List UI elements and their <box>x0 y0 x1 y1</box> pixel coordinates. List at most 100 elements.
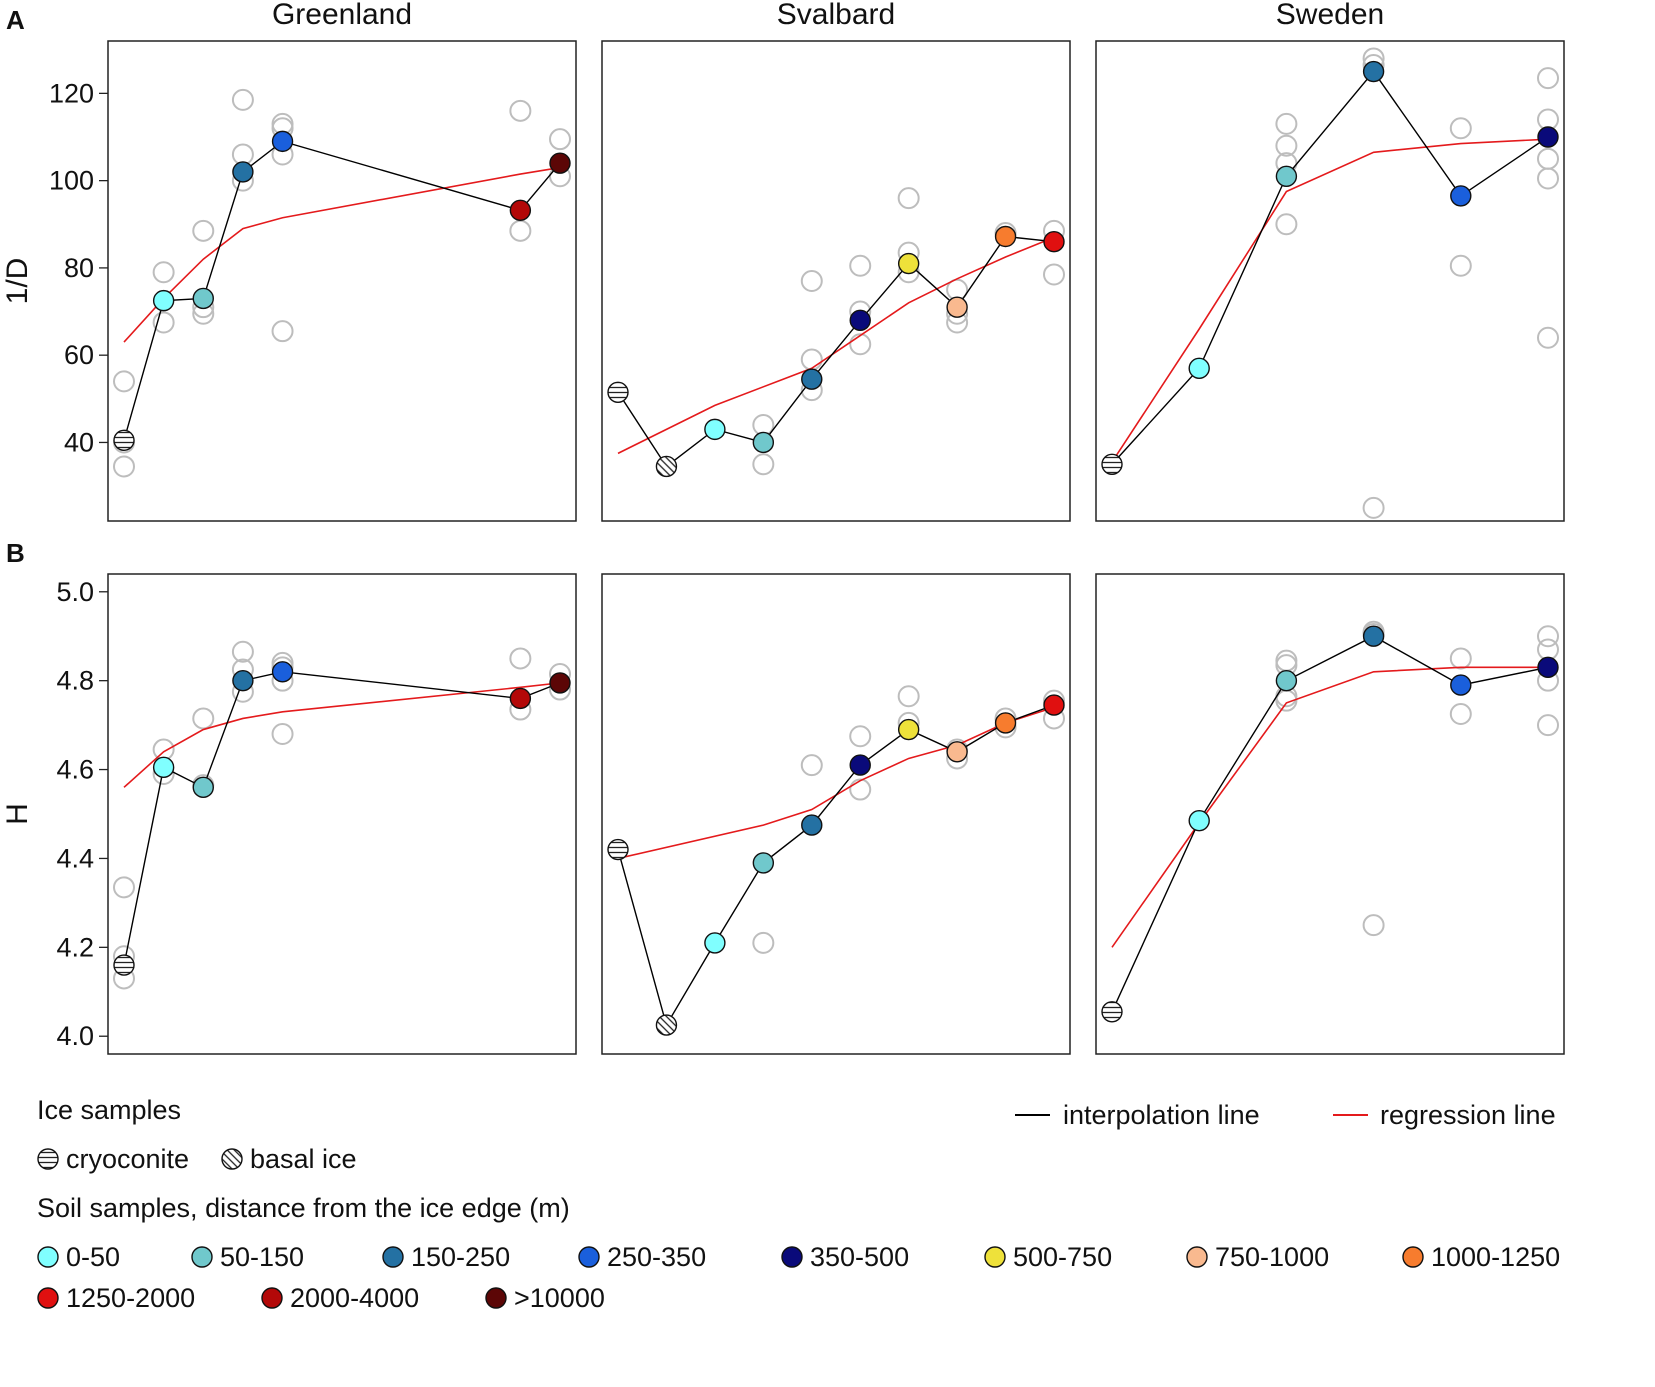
mean-point-150-250 <box>1362 60 1385 83</box>
mean-point-50-150 <box>752 431 775 454</box>
legend-soil-750-1000-swatch <box>1186 1246 1208 1268</box>
legend-soil-gt10000-label: >10000 <box>514 1283 605 1313</box>
mean-point-1000-1250 <box>994 225 1017 248</box>
mean-point-0-50 <box>704 418 726 441</box>
legend-soil-2000-4000-swatch <box>261 1287 283 1309</box>
mean-point-50-150 <box>752 852 775 874</box>
legend-soil-50-150-swatch <box>191 1246 213 1268</box>
mean-point-500-750 <box>897 252 920 275</box>
interpolation-line <box>123 671 561 966</box>
legend-regression-label: regression line <box>1380 1100 1556 1130</box>
replicate-point <box>1537 638 1559 661</box>
y-tick-label: 5.0 <box>56 577 94 607</box>
mean-point-1000-1250 <box>994 712 1017 734</box>
replicate-point <box>509 219 532 242</box>
column-title-greenland: Greenland <box>272 0 412 31</box>
replicate-point <box>1449 647 1472 670</box>
replicate-point <box>192 707 215 730</box>
replicate-point <box>1275 213 1298 236</box>
mean-point-150-250 <box>232 669 254 692</box>
replicate-point <box>849 333 872 356</box>
replicate-point <box>1537 326 1559 349</box>
mean-point-250-350 <box>271 130 294 153</box>
replicate-point <box>849 778 872 801</box>
mean-point-0-50 <box>1188 357 1210 379</box>
panel-b-sweden <box>1095 573 1565 1055</box>
replicate-point <box>1362 496 1385 519</box>
interpolation-line <box>1111 635 1549 1013</box>
interpolation-line <box>123 140 561 441</box>
replicate-point <box>113 876 135 899</box>
y-axis-label-h: H <box>1 803 34 825</box>
mean-point-cryoconite <box>607 381 629 403</box>
regression-line <box>123 166 561 343</box>
replicate-point <box>1275 649 1298 672</box>
replicate-point <box>1449 254 1472 277</box>
replicate-point <box>152 738 175 761</box>
legend-soil-title: Soil samples, distance from the ice edge… <box>37 1193 570 1223</box>
replicate-point <box>897 685 920 708</box>
replicate-point <box>800 754 823 777</box>
replicate-point <box>1275 134 1298 157</box>
replicate-point <box>849 254 872 277</box>
mean-point-250-350 <box>1450 185 1472 207</box>
y-tick-label: 120 <box>49 78 94 108</box>
replicate-point <box>1043 263 1065 286</box>
mean-point-350-500 <box>1537 656 1559 679</box>
replicate-point <box>152 311 175 334</box>
replicate-point <box>1275 112 1298 135</box>
interpolation-line <box>1111 70 1549 465</box>
mean-point-250-350 <box>271 661 294 683</box>
regression-line <box>617 236 1055 455</box>
mean-point-gt10000 <box>549 672 571 694</box>
replicate-point <box>1537 625 1559 648</box>
regression-line <box>1111 666 1548 948</box>
legend-soil-500-750-label: 500-750 <box>1013 1242 1112 1272</box>
replicate-point <box>509 647 532 670</box>
y-tick-label: 4.4 <box>56 843 94 873</box>
legend-basal-ice-label: basal ice <box>250 1144 357 1174</box>
mean-point-0-50 <box>1188 809 1210 832</box>
y-tick-label: 100 <box>49 166 94 196</box>
regression-line <box>617 706 1055 860</box>
legend-soil-1250-2000-swatch <box>37 1287 59 1309</box>
mean-point-150-250 <box>801 814 823 836</box>
mean-point-2000-4000 <box>509 199 532 222</box>
replicate-point <box>192 219 215 242</box>
mean-point-50-150 <box>1275 669 1298 692</box>
mean-point-cryoconite <box>607 838 629 861</box>
mean-point-750-1000 <box>946 741 968 763</box>
panel-frame <box>601 40 1071 522</box>
y-tick-label: 4.2 <box>56 932 94 962</box>
legend-soil-gt10000-swatch <box>485 1287 507 1309</box>
mean-point-500-750 <box>897 718 920 741</box>
replicate-point <box>1537 714 1559 737</box>
legend-soil-250-350-swatch <box>578 1246 600 1268</box>
mean-point-1250-2000 <box>1043 231 1065 253</box>
panel-frame <box>601 573 1071 1055</box>
panel-a-svalbard <box>601 40 1071 522</box>
legend-soil-750-1000-label: 750-1000 <box>1215 1242 1329 1272</box>
mean-point-250-350 <box>1450 674 1472 696</box>
legend-soil-150-250-swatch <box>382 1246 404 1268</box>
legend-interpolation-label: interpolation line <box>1063 1100 1260 1130</box>
replicate-point <box>1362 914 1385 937</box>
plot-area: Greenland Svalbard Sweden A 1/D 40 60 80 100 120 B… <box>1 0 1565 1055</box>
legend-cryoconite-swatch <box>37 1148 59 1170</box>
replicate-point <box>849 725 872 748</box>
replicate-point <box>1537 167 1559 190</box>
legend-basal-ice-swatch <box>221 1148 243 1170</box>
replicate-point <box>152 261 175 284</box>
y-tick-label: 4.8 <box>56 666 94 696</box>
interpolation-line <box>617 235 1055 468</box>
mean-point-350-500 <box>849 309 871 331</box>
replicate-point <box>549 128 571 151</box>
mean-point-350-500 <box>849 754 871 776</box>
mean-point-cryoconite <box>1101 1001 1123 1023</box>
mean-point-150-250 <box>801 368 823 390</box>
mean-point-150-250 <box>1362 625 1385 647</box>
y-tick-label: 4.6 <box>56 755 94 785</box>
replicate-point <box>1537 147 1559 170</box>
mean-point-gt10000 <box>549 152 571 174</box>
y-tick-label: 40 <box>64 427 94 457</box>
